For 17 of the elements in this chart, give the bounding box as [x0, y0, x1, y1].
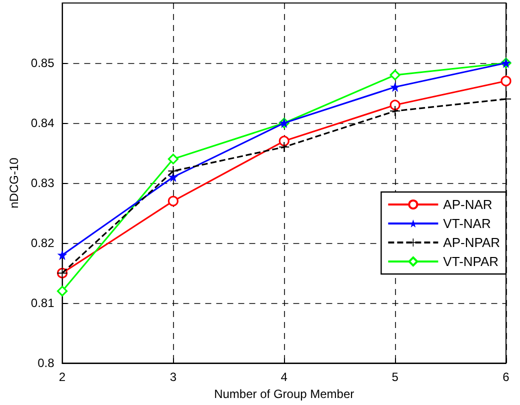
y-axis-title: nDCG-10 [7, 157, 21, 208]
x-tick-label: 4 [280, 370, 288, 384]
y-tick-label: 0.8 [38, 356, 55, 370]
legend-label: VT-NPAR [443, 254, 499, 269]
x-tick-label: 3 [170, 370, 177, 384]
x-axis-title: Number of Group Member [214, 387, 354, 401]
y-tick-label: 0.84 [30, 116, 55, 130]
x-tick-label: 2 [58, 370, 66, 384]
legend-label: VT-NAR [443, 216, 491, 231]
x-tick-label: 5 [392, 370, 399, 384]
legend-label: AP-NPAR [443, 235, 500, 250]
y-tick-label: 0.82 [30, 236, 55, 250]
y-tick-label: 0.81 [30, 296, 55, 310]
legend-label: AP-NAR [443, 197, 492, 212]
x-tick-label: 6 [502, 370, 510, 384]
y-tick-label: 0.85 [30, 56, 55, 70]
y-tick-label: 0.83 [30, 176, 55, 190]
